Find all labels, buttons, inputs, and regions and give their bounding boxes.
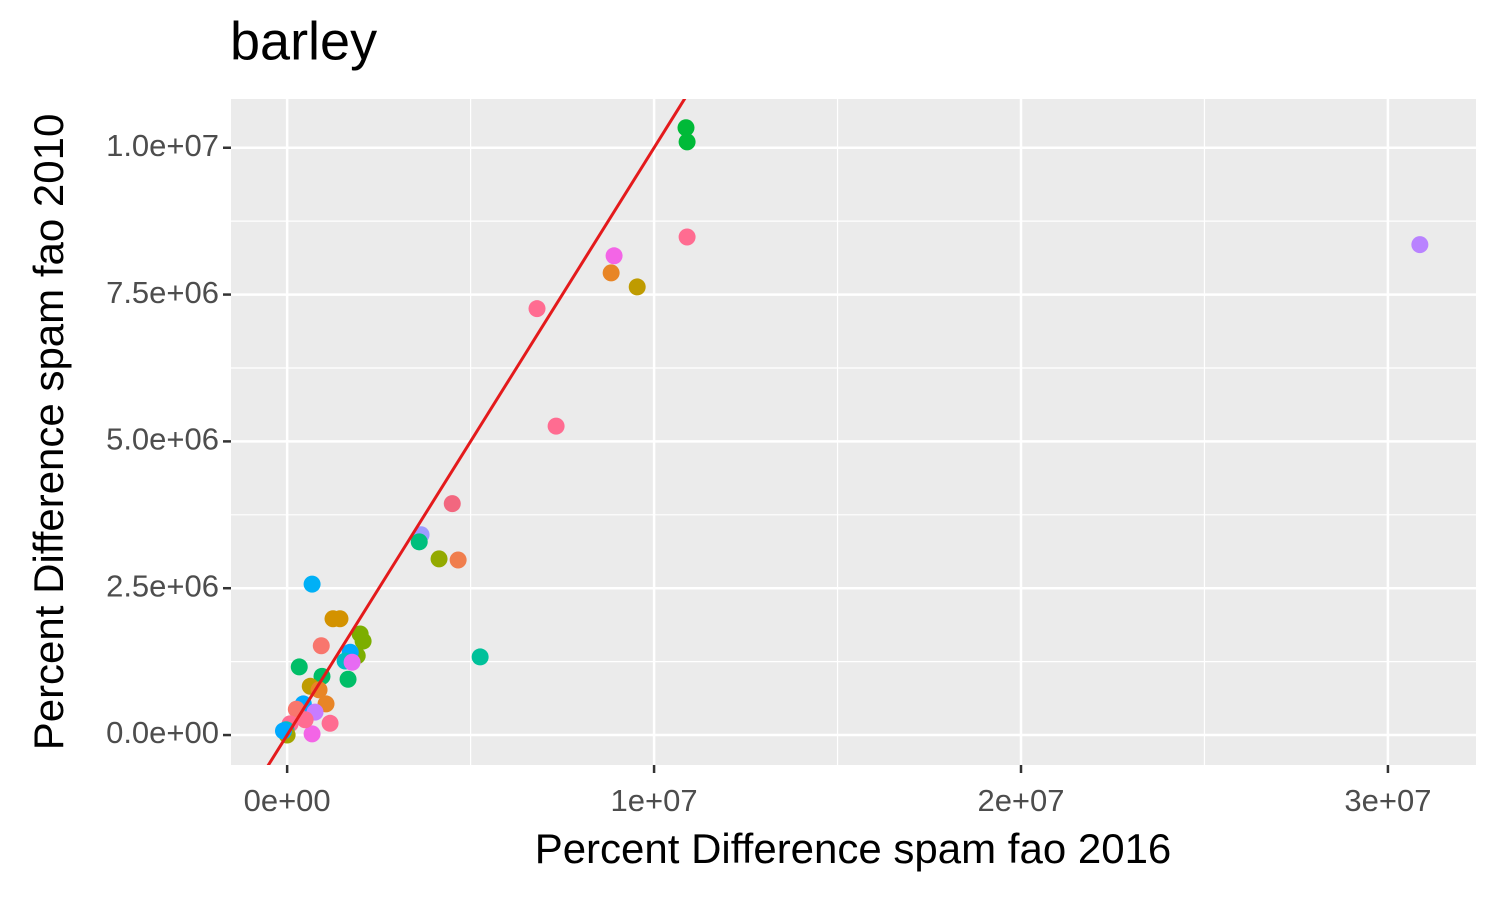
- y-axis-label: Percent Difference spam fao 2010: [25, 114, 72, 751]
- point: [410, 533, 428, 551]
- point: [343, 653, 361, 671]
- point: [449, 551, 467, 569]
- point: [528, 300, 546, 318]
- point: [303, 725, 321, 743]
- point: [1411, 236, 1429, 254]
- reference-line: [266, 99, 687, 765]
- y-tick-label: 0.0e+00: [106, 715, 219, 750]
- point: [290, 658, 308, 676]
- point: [430, 550, 448, 568]
- point: [678, 133, 696, 151]
- x-tick-label: 1e+07: [611, 783, 698, 818]
- x-tick-label: 0e+00: [244, 783, 331, 818]
- chart-title: barley: [230, 11, 377, 71]
- point: [310, 681, 328, 699]
- point: [678, 228, 696, 246]
- point: [321, 714, 339, 732]
- point: [677, 119, 695, 137]
- x-tick-label: 3e+07: [1344, 783, 1431, 818]
- x-axis-label: Percent Difference spam fao 2016: [535, 825, 1172, 872]
- point: [443, 495, 461, 513]
- point: [547, 417, 565, 435]
- point: [312, 637, 330, 655]
- y-tick-label: 2.5e+06: [106, 568, 219, 603]
- point: [303, 575, 321, 593]
- y-tick-label: 5.0e+06: [106, 422, 219, 457]
- y-tick-label: 1.0e+07: [106, 128, 219, 163]
- x-tick-label: 2e+07: [977, 783, 1064, 818]
- point: [628, 278, 646, 296]
- point: [354, 632, 372, 650]
- point: [471, 648, 489, 666]
- point: [339, 670, 357, 688]
- point: [605, 247, 623, 265]
- panel: [231, 99, 1476, 765]
- point: [602, 264, 620, 282]
- point: [331, 610, 349, 628]
- y-tick-label: 7.5e+06: [106, 275, 219, 310]
